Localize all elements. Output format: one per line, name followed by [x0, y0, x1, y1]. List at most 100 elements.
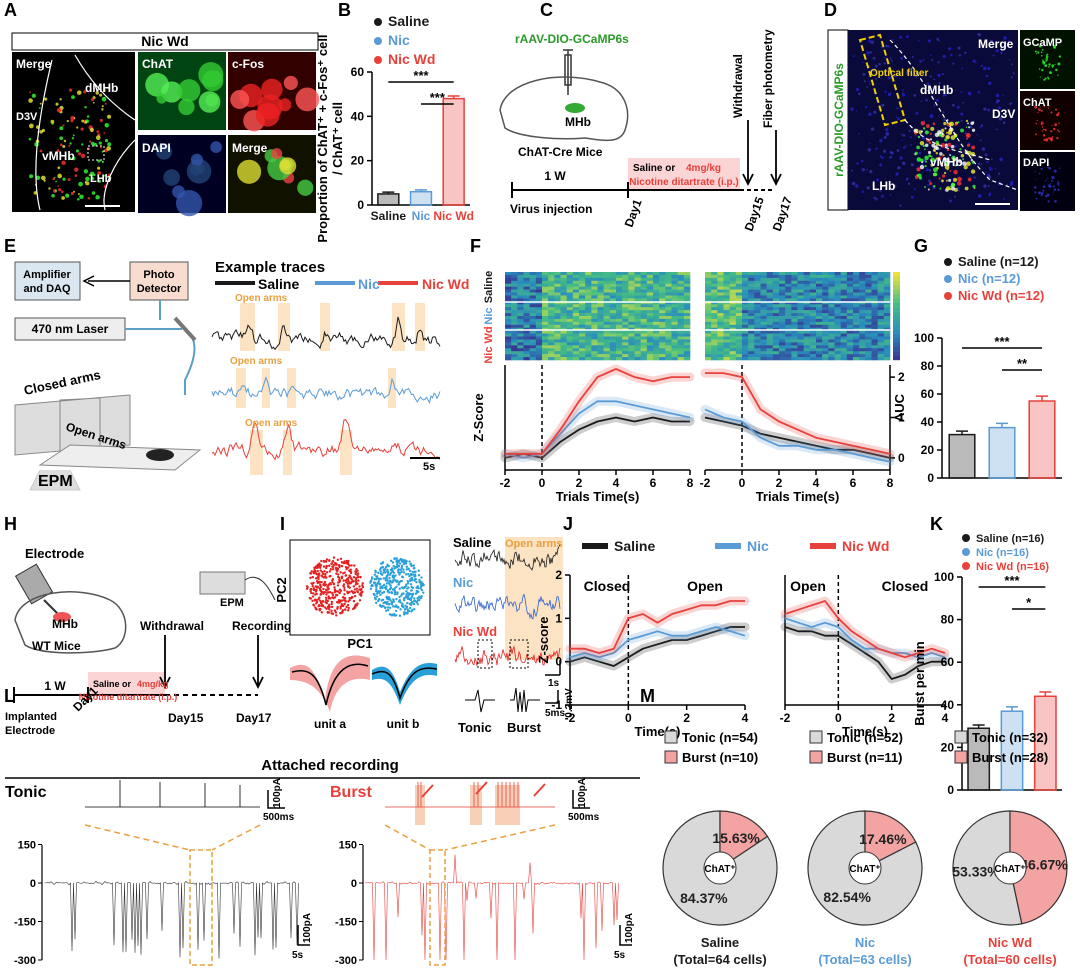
cell: [933, 172, 938, 177]
pca-dot: [344, 565, 348, 569]
heatmap-cell: [677, 321, 685, 326]
cell: [953, 177, 958, 182]
heatmap-cell: [640, 304, 648, 308]
heatmap-cell: [634, 354, 641, 358]
heatmap-cell: [609, 336, 617, 340]
heatmap-cell: [659, 307, 666, 311]
pca-dot: [343, 593, 346, 596]
heatmap-cell: [735, 339, 743, 343]
heatmap-cell: [779, 295, 786, 299]
heatmap-cell: [628, 342, 635, 346]
heatmap-cell: [865, 316, 872, 320]
heatmap-cell: [517, 310, 524, 314]
heatmap-cell: [859, 321, 866, 326]
heatmap-cell: [665, 274, 672, 279]
pca-dot: [403, 559, 407, 562]
pca-dot: [343, 602, 346, 606]
heatmap-cell: [554, 313, 561, 317]
error-bar: [447, 95, 460, 99]
cell: [1046, 53, 1049, 56]
heatmap-cell: [809, 295, 817, 299]
heatmap-cell: [834, 295, 841, 299]
heatmap-cell: [840, 336, 848, 340]
heatmap-cell: [609, 277, 617, 282]
heatmap-cell: [785, 354, 792, 358]
pca-dot: [411, 608, 414, 612]
heatmap-cell: [677, 304, 685, 308]
pca-dot: [330, 605, 334, 609]
heatmap-cell: [628, 295, 635, 299]
heatmap-cell: [505, 283, 512, 287]
heatmap-cell: [766, 351, 774, 355]
cell: [929, 54, 932, 56]
bar: [948, 433, 976, 479]
heatmap-cell: [797, 283, 804, 287]
cell: [68, 156, 72, 161]
colorbar: [893, 355, 900, 361]
cell: [39, 149, 43, 153]
heatmap-cell: [634, 330, 641, 334]
heatmap-cell: [797, 301, 804, 305]
heatmap-cell: [834, 316, 841, 320]
cell: [979, 139, 982, 142]
pca-dot: [400, 586, 404, 589]
cell: [929, 75, 932, 78]
label: Day15: [742, 195, 767, 233]
error-bar: [956, 430, 968, 435]
cell: [177, 79, 201, 102]
heatmap-cell: [659, 345, 666, 349]
heatmap-cell: [877, 286, 885, 290]
cell: [932, 122, 936, 126]
heatmap-cell: [705, 342, 712, 346]
heatmap-cell: [705, 351, 712, 355]
heatmap-cell: [683, 289, 691, 293]
heatmap-cell: [846, 307, 854, 311]
heatmap-cell: [754, 345, 761, 349]
heatmap-cell: [517, 277, 524, 282]
heatmap-cell: [548, 354, 555, 358]
heatmap-cell: [865, 321, 872, 326]
cell: [921, 136, 926, 140]
heatmap-cell: [603, 357, 611, 361]
pca-dot: [397, 583, 400, 586]
heatmap-cell: [742, 292, 749, 296]
cell: [983, 107, 987, 111]
heatmap-cell: [729, 313, 737, 317]
cell: [928, 141, 932, 145]
heatmap-cell: [834, 274, 841, 279]
heatmap-cell: [653, 277, 660, 282]
heatmap-cell: [591, 272, 598, 276]
pca-dot: [331, 593, 335, 597]
pca-dot: [327, 588, 330, 591]
heatmap-cell: [653, 316, 660, 320]
label: DAPI: [1023, 157, 1049, 169]
heatmap-cell: [640, 277, 648, 282]
heatmap-cell: [729, 310, 737, 314]
cell: [881, 156, 884, 159]
cell: [202, 70, 224, 92]
cell: [1057, 188, 1060, 191]
heatmap-cell: [754, 286, 761, 290]
heatmap-cell: [723, 280, 730, 285]
pca-dot: [324, 572, 327, 576]
cell: [918, 39, 920, 42]
cell: [1044, 64, 1048, 68]
heatmap-cell: [548, 333, 555, 337]
heatmap-cell: [529, 354, 537, 358]
heatmap-cell: [653, 333, 660, 337]
heatmap-cell: [683, 307, 691, 311]
cell: [1037, 111, 1039, 114]
heatmap-cell: [566, 357, 574, 361]
cell: [962, 158, 965, 161]
heatmap-cell: [809, 321, 817, 326]
cell: [70, 191, 74, 196]
heatmap-cell: [646, 292, 654, 296]
cell: [1042, 189, 1045, 192]
heatmap-cell: [677, 310, 685, 314]
heatmap-cell: [809, 357, 817, 361]
pca-dot: [335, 614, 338, 617]
caption: (Total=60 cells): [963, 952, 1056, 967]
heatmap-cell: [791, 292, 798, 296]
heatmap-cell: [754, 304, 761, 308]
heatmap-cell: [646, 342, 654, 346]
